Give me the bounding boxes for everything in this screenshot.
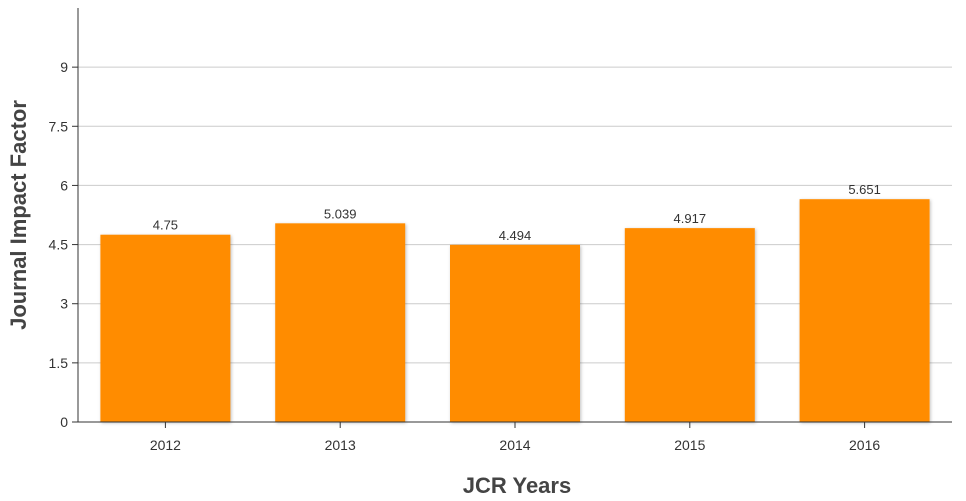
bar-2012[interactable] — [100, 234, 231, 422]
value-labels: 4.75 5.039 4.494 4.917 5.651 — [153, 182, 881, 243]
y-tick-label: 7.5 — [49, 118, 69, 134]
bars — [100, 199, 930, 422]
x-axis-title: JCR Years — [463, 473, 571, 498]
value-label-2016: 5.651 — [848, 182, 881, 197]
y-tick-label: 9 — [60, 59, 68, 75]
value-label-2015: 4.917 — [674, 211, 707, 226]
bar-2013[interactable] — [275, 223, 406, 422]
value-label-2012: 4.75 — [153, 218, 178, 233]
y-tick-label: 6 — [60, 177, 68, 193]
y-tick-labels: 0 1.5 3 4.5 6 7.5 9 — [49, 59, 78, 430]
y-tick-label: 1.5 — [49, 355, 69, 371]
y-axis-title: Journal Impact Factor — [6, 100, 31, 330]
value-label-2014: 4.494 — [499, 228, 532, 243]
x-tick-label-2015: 2015 — [674, 437, 705, 453]
bar-2016[interactable] — [799, 199, 930, 422]
y-tick-label: 4.5 — [49, 237, 69, 253]
bar-2015[interactable] — [624, 228, 755, 422]
value-label-2013: 5.039 — [324, 206, 357, 221]
x-tick-label-2016: 2016 — [849, 437, 880, 453]
y-tick-label: 0 — [60, 414, 68, 430]
x-tick-labels: 2012 2013 2014 2015 2016 — [150, 422, 880, 453]
y-tick-label: 3 — [60, 296, 68, 312]
x-tick-label-2012: 2012 — [150, 437, 181, 453]
x-tick-label-2014: 2014 — [499, 437, 530, 453]
bar-2014[interactable] — [450, 244, 580, 422]
x-tick-label-2013: 2013 — [325, 437, 356, 453]
